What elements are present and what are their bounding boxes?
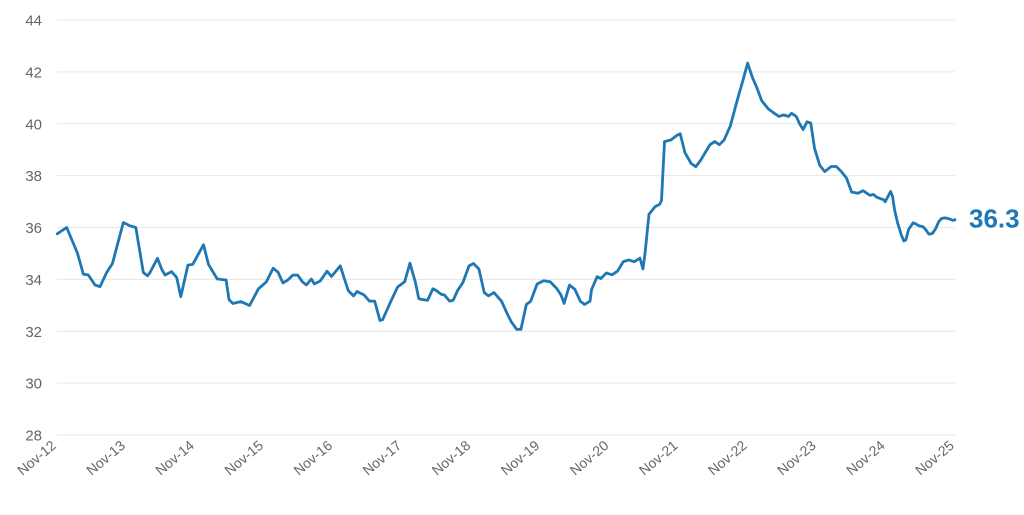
svg-text:42: 42 [25,64,42,81]
svg-text:Nov-20: Nov-20 [567,437,612,478]
svg-text:Nov-16: Nov-16 [290,437,335,478]
svg-text:Nov-19: Nov-19 [498,437,543,478]
svg-text:Nov-22: Nov-22 [705,437,750,478]
svg-text:Nov-14: Nov-14 [152,437,197,478]
svg-text:36: 36 [25,220,42,237]
svg-text:Nov-17: Nov-17 [359,437,404,478]
svg-text:Nov-13: Nov-13 [83,437,128,478]
svg-text:Nov-25: Nov-25 [912,437,957,478]
svg-text:Nov-18: Nov-18 [429,437,474,478]
svg-text:Nov-21: Nov-21 [636,437,681,478]
svg-text:30: 30 [25,376,42,393]
svg-text:36.3: 36.3 [969,204,1020,234]
svg-text:Nov-24: Nov-24 [843,437,888,478]
svg-text:44: 44 [25,13,42,30]
svg-text:40: 40 [25,116,42,133]
svg-text:32: 32 [25,324,42,341]
svg-text:28: 28 [25,428,42,445]
svg-text:Nov-23: Nov-23 [774,437,819,478]
svg-text:38: 38 [25,168,42,185]
svg-text:34: 34 [25,272,42,289]
svg-text:Nov-15: Nov-15 [221,437,266,478]
